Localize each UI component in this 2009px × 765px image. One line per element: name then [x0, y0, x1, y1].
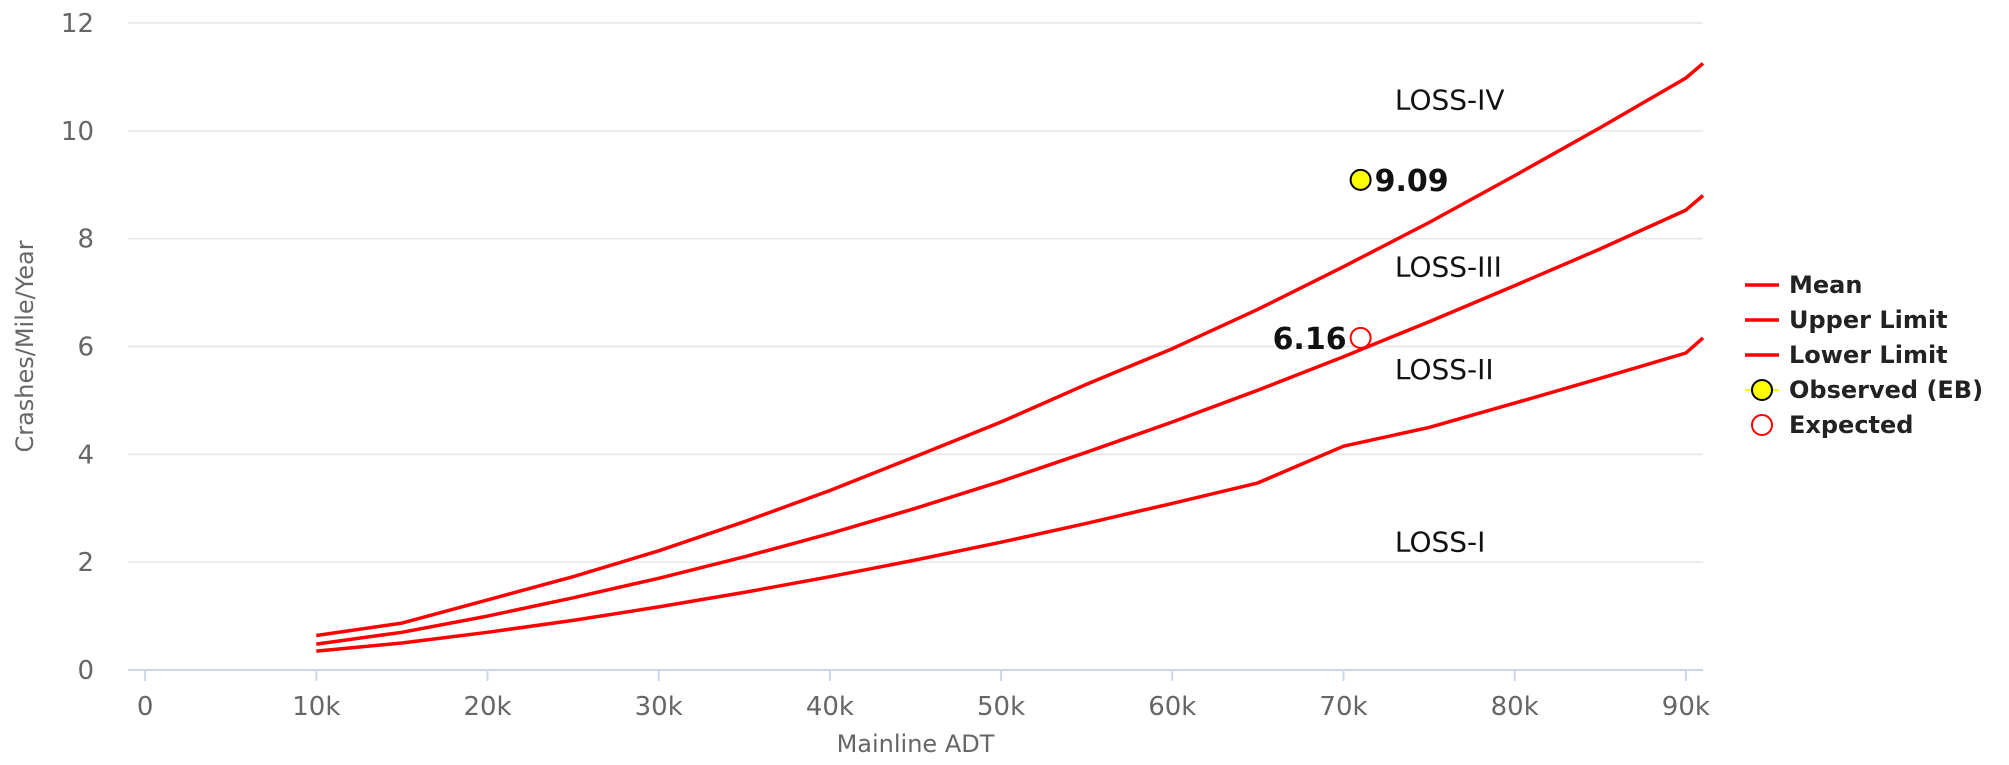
x-tick-label: 40k	[806, 692, 854, 722]
expected-point[interactable]	[1349, 326, 1372, 349]
x-tick-label: 0	[137, 692, 154, 722]
legend-label: Lower Limit	[1789, 341, 1948, 369]
y-tick-label: 2	[77, 548, 94, 578]
legend-label: Observed (EB)	[1789, 376, 1983, 404]
x-tick-label: 30k	[635, 692, 683, 722]
series-line-upper-limit	[316, 62, 1705, 638]
observed-point[interactable]	[1349, 168, 1372, 191]
zone-label-loss-ii: LOSS-II	[1395, 353, 1494, 386]
series-line-mean	[316, 194, 1705, 646]
y-tick-label: 8	[77, 225, 94, 255]
legend-marker-symbol	[1751, 379, 1773, 401]
legend-label: Expected	[1789, 411, 1914, 439]
series-layer	[316, 62, 1705, 653]
legend-item-observed-eb-[interactable]: Observed (EB)	[1745, 376, 1983, 404]
legend-item-expected[interactable]: Expected	[1751, 411, 1914, 439]
legend: Mean Upper Limit Lower Limit Observed (EB) E…	[1745, 271, 1983, 439]
y-tick-label: 10	[61, 117, 94, 147]
zone-label-loss-iii: LOSS-III	[1395, 250, 1502, 283]
zone-label-layer: LOSS-IV LOSS-III LOSS-II LOSS-I	[1395, 83, 1505, 558]
x-tick-label: 80k	[1491, 692, 1539, 722]
point-layer: 9.09 6.16	[1273, 164, 1449, 357]
legend-item-mean[interactable]: Mean	[1745, 271, 1862, 299]
y-tick-label: 6	[77, 333, 94, 363]
series-line-lower-limit	[316, 336, 1705, 653]
y-axis-title: Crashes/Mile/Year	[11, 240, 39, 452]
x-tick-label: 20k	[463, 692, 511, 722]
x-tick-label: 70k	[1319, 692, 1367, 722]
legend-label: Mean	[1789, 271, 1862, 299]
x-tick-label: 50k	[977, 692, 1025, 722]
zone-label-loss-i: LOSS-I	[1395, 525, 1486, 558]
x-tick-label: 60k	[1148, 692, 1196, 722]
observed-data-label: 9.09	[1375, 164, 1449, 199]
axis-layer: 0 2 4 6 8 10 12 0 10k 20k 30k 40k 50k 60k 70k 80k 90k	[61, 9, 1710, 722]
x-tick-label: 90k	[1662, 692, 1710, 722]
legend-label: Upper Limit	[1789, 306, 1948, 334]
legend-item-lower-limit[interactable]: Lower Limit	[1745, 341, 1948, 369]
x-axis-title: Mainline ADT	[837, 730, 995, 758]
zone-label-loss-iv: LOSS-IV	[1395, 83, 1505, 116]
grid-layer	[128, 22, 1703, 563]
y-tick-label: 0	[77, 656, 94, 686]
y-tick-label: 12	[61, 9, 94, 39]
legend-item-upper-limit[interactable]: Upper Limit	[1745, 306, 1948, 334]
y-tick-label: 4	[77, 440, 94, 470]
legend-marker-symbol	[1751, 414, 1773, 436]
x-tick-label: 10k	[292, 692, 340, 722]
expected-data-label: 6.16	[1273, 322, 1347, 357]
